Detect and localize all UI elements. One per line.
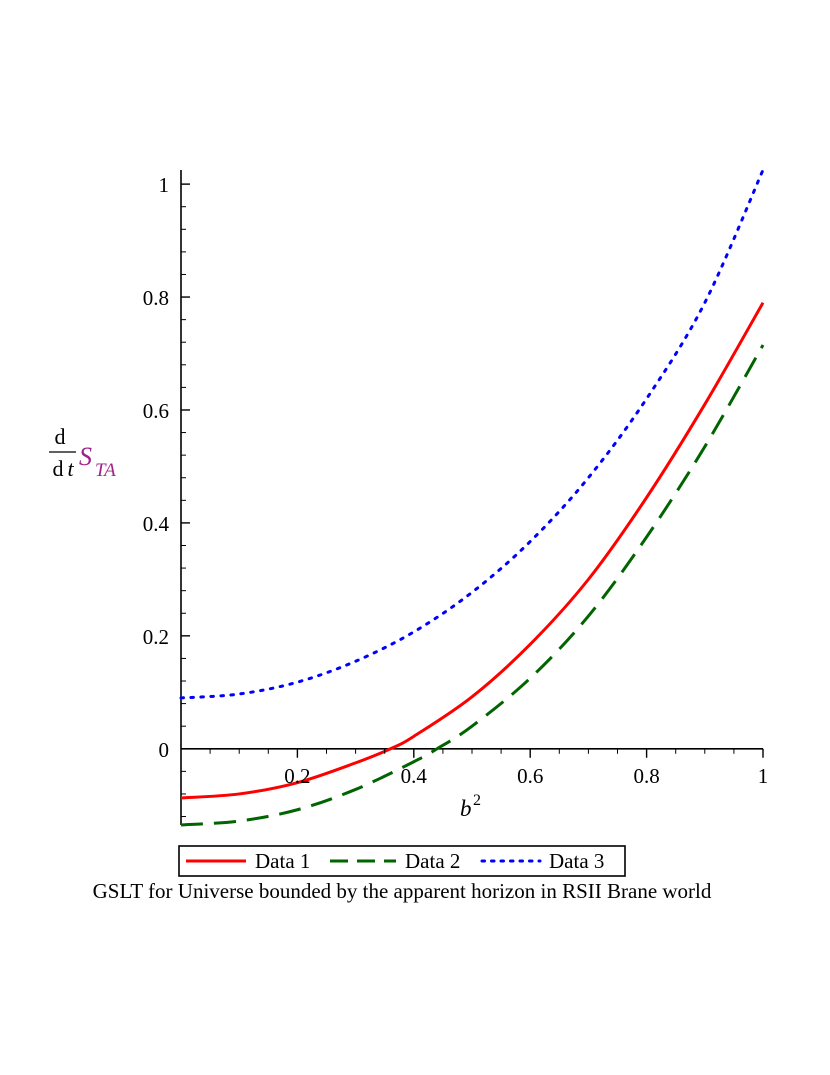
x-label-base: b — [460, 796, 472, 821]
y-tick-label: 0.4 — [143, 512, 170, 536]
x-tick-label: 0.8 — [633, 764, 659, 788]
x-axis-label: b 2 — [460, 792, 481, 821]
y-label-numerator: d — [55, 424, 66, 449]
series-line-data-2 — [180, 344, 765, 827]
y-tick-label: 0.6 — [143, 399, 169, 423]
legend-label-data-2: Data 2 — [405, 849, 460, 873]
y-label-denominator-var: t — [67, 456, 74, 481]
x-label-sup: 2 — [473, 792, 481, 809]
y-tick-label: 0.2 — [143, 625, 169, 649]
legend: Data 1 Data 2 Data 3 — [178, 845, 626, 877]
x-tick-label: 0.2 — [284, 764, 310, 788]
y-label-subscript: TA — [95, 460, 116, 481]
series-layer — [179, 168, 765, 827]
x-tick-label: 1 — [758, 764, 769, 788]
legend-label-data-1: Data 1 — [255, 849, 310, 873]
chart-caption: GSLT for Universe bounded by the apparen… — [93, 879, 712, 903]
y-tick-label: 0 — [159, 738, 170, 762]
x-tick-label: 0.4 — [401, 764, 428, 788]
series-line-data-3 — [179, 168, 765, 700]
y-label-denominator-d: d — [52, 456, 63, 481]
y-tick-label: 1 — [159, 173, 170, 197]
legend-box — [178, 845, 626, 877]
x-tick-label: 0.6 — [517, 764, 543, 788]
series-line-data-1 — [180, 301, 765, 800]
y-label-symbol: S — [79, 442, 92, 471]
ticks-layer: 0 0.2 0.4 0.6 0.8 1 0.2 0.4 0.6 0.8 1 — [143, 173, 769, 818]
legend-label-data-3: Data 3 — [549, 849, 604, 873]
y-tick-label: 0.8 — [143, 286, 169, 310]
